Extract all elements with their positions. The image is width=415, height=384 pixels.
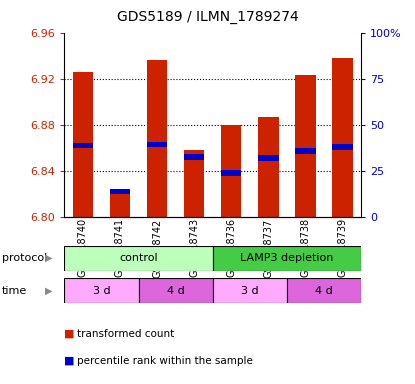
Bar xyxy=(110,189,130,195)
Text: ■: ■ xyxy=(64,356,75,366)
Bar xyxy=(73,72,93,217)
Bar xyxy=(147,142,167,147)
Text: percentile rank within the sample: percentile rank within the sample xyxy=(77,356,253,366)
Text: control: control xyxy=(119,253,158,263)
Text: GDS5189 / ILMN_1789274: GDS5189 / ILMN_1789274 xyxy=(117,10,298,23)
Bar xyxy=(258,156,278,161)
Bar xyxy=(332,58,353,217)
Bar xyxy=(184,150,204,217)
Bar xyxy=(258,117,278,217)
Bar xyxy=(64,278,139,303)
Bar xyxy=(295,75,316,217)
Text: 3 d: 3 d xyxy=(241,286,259,296)
Bar xyxy=(287,278,361,303)
Text: 4 d: 4 d xyxy=(167,286,185,296)
Bar xyxy=(213,278,287,303)
Bar xyxy=(184,154,204,160)
Text: 3 d: 3 d xyxy=(93,286,110,296)
Bar xyxy=(64,246,213,271)
Bar xyxy=(73,143,93,149)
Text: ▶: ▶ xyxy=(45,286,53,296)
Bar xyxy=(295,149,316,154)
Text: ▶: ▶ xyxy=(45,253,53,263)
Bar xyxy=(213,246,361,271)
Bar xyxy=(110,192,130,217)
Text: LAMP3 depletion: LAMP3 depletion xyxy=(240,253,334,263)
Bar xyxy=(221,125,242,217)
Bar xyxy=(139,278,213,303)
Bar xyxy=(332,144,353,150)
Bar xyxy=(221,170,242,176)
Text: transformed count: transformed count xyxy=(77,329,174,339)
Text: ■: ■ xyxy=(64,329,75,339)
Bar xyxy=(147,60,167,217)
Text: 4 d: 4 d xyxy=(315,286,333,296)
Text: time: time xyxy=(2,286,27,296)
Text: protocol: protocol xyxy=(2,253,47,263)
